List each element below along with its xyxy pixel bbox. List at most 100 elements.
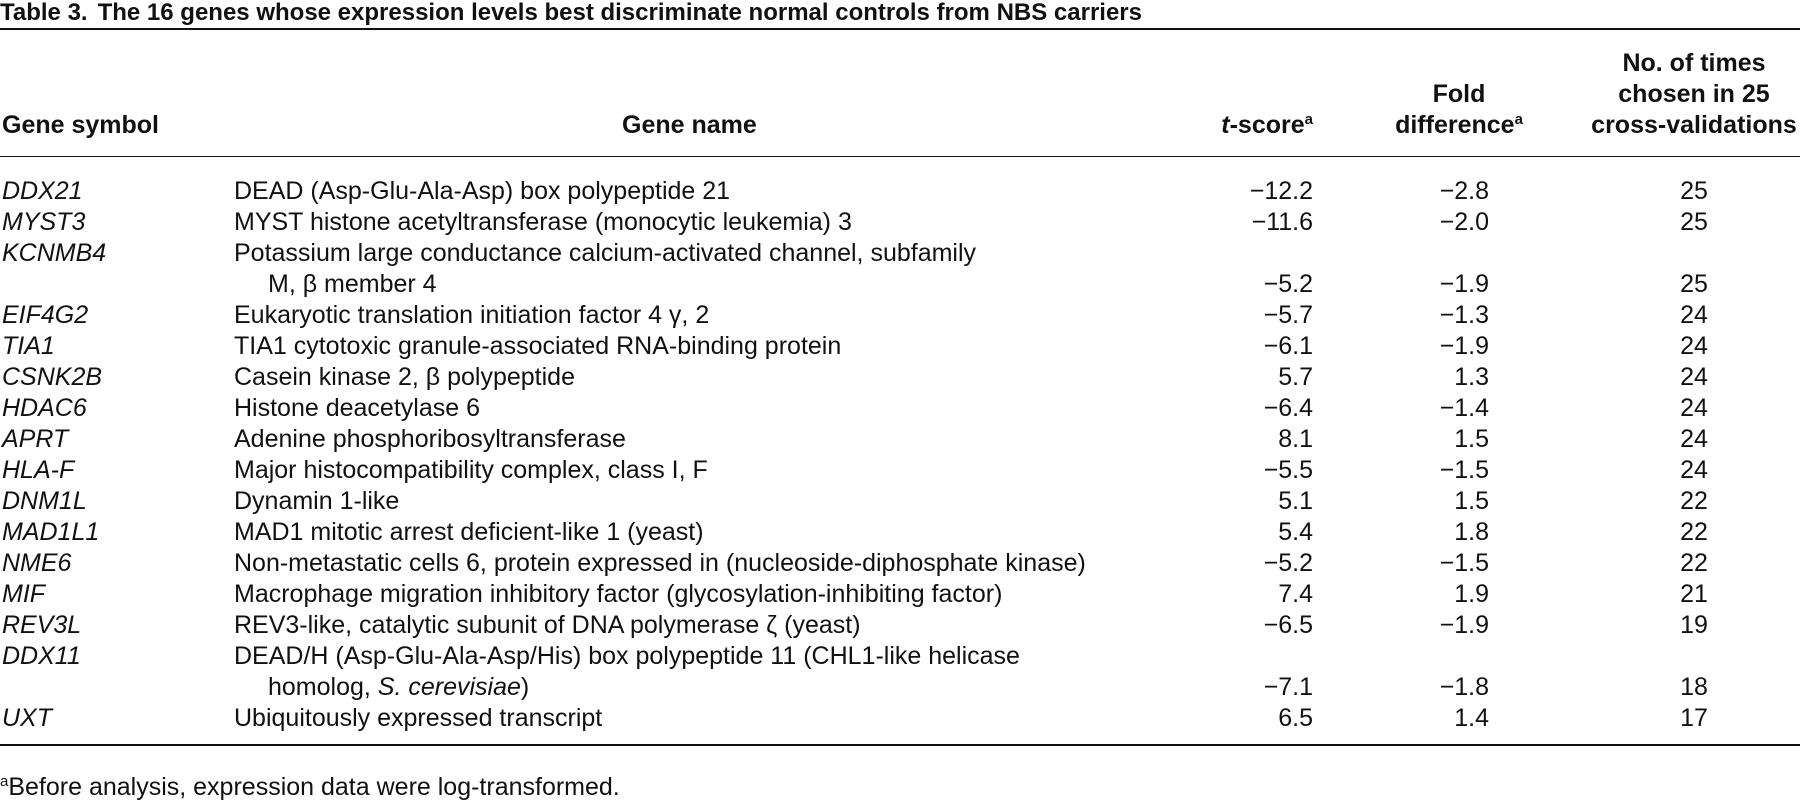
table-row: HDAC6 Histone deacetylase 6 −6.4 −1.4 24 bbox=[0, 393, 1800, 424]
gene-name-text: Non-metastatic cells 6, protein expresse… bbox=[234, 549, 1086, 577]
table-title: The 16 genes whose expression levels bes… bbox=[97, 0, 1142, 26]
gene-name: TIA1 cytotoxic granule-associated RNA-bi… bbox=[234, 331, 841, 362]
gene-name-text: Potassium large conductance calcium-acti… bbox=[234, 239, 977, 267]
gene-name-text: DEAD/H (Asp-Glu-Ala-Asp/His) box polypep… bbox=[234, 642, 1020, 670]
gene-name: Dynamin 1-like bbox=[234, 486, 399, 517]
fold-difference: 1.9 bbox=[1454, 580, 1489, 608]
gene-symbol: APRT bbox=[2, 425, 69, 453]
gene-name-continuation: homolog, S. cerevisiae) bbox=[268, 673, 530, 701]
gene-name-text: Casein kinase 2, β polypeptide bbox=[234, 363, 575, 391]
gene-name: Adenine phosphoribosyltransferase bbox=[234, 424, 626, 455]
table-footnote: aBefore analysis, expression data were l… bbox=[0, 773, 620, 801]
times-chosen: 18 bbox=[1680, 673, 1708, 701]
gene-name: MAD1 mitotic arrest deficient-like 1 (ye… bbox=[234, 517, 704, 548]
gene-symbol: MIF bbox=[2, 580, 46, 608]
gene-symbol: UXT bbox=[2, 704, 52, 732]
times-chosen: 25 bbox=[1680, 270, 1708, 298]
fold-difference: −1.5 bbox=[1439, 549, 1489, 577]
table-row: TIA1 TIA1 cytotoxic granule-associated RN… bbox=[0, 331, 1800, 362]
header-gene-symbol: Gene symbol bbox=[2, 111, 159, 139]
gene-symbol: MYST3 bbox=[2, 208, 86, 236]
header-times-chosen: No. of times chosen in 25 cross-validati… bbox=[1591, 49, 1797, 139]
gene-symbol: DNM1L bbox=[2, 487, 87, 515]
gene-symbol: MAD1L1 bbox=[2, 518, 100, 546]
table-row: UXT Ubiquitously expressed transcript 6.5 1… bbox=[0, 703, 1800, 734]
table-row: HLA-F Major histocompatibility complex, c… bbox=[0, 455, 1800, 486]
header-gene-name: Gene name bbox=[622, 111, 757, 139]
gene-name-text: Eukaryotic translation initiation factor… bbox=[234, 301, 710, 329]
table-row: REV3L REV3-like, catalytic subunit of DNA… bbox=[0, 610, 1800, 641]
times-chosen: 24 bbox=[1680, 363, 1708, 391]
gene-name: MYST histone acetyltransferase (monocyti… bbox=[234, 207, 852, 238]
fold-difference: −1.9 bbox=[1439, 611, 1489, 639]
header-fold-difference: Fold differencea bbox=[1395, 80, 1523, 139]
gene-symbol: TIA1 bbox=[2, 332, 55, 360]
t-score: −11.6 bbox=[1251, 208, 1313, 236]
gene-symbol: DDX11 bbox=[2, 642, 81, 670]
gene-name-text: REV3-like, catalytic subunit of DNA poly… bbox=[234, 611, 861, 639]
t-score: −5.2 bbox=[1263, 270, 1313, 298]
times-chosen: 17 bbox=[1680, 704, 1708, 732]
times-chosen: 25 bbox=[1680, 208, 1708, 236]
times-chosen: 24 bbox=[1680, 332, 1708, 360]
t-score: 6.5 bbox=[1278, 704, 1313, 732]
fold-difference: 1.5 bbox=[1454, 425, 1489, 453]
t-score: −5.5 bbox=[1263, 456, 1313, 484]
gene-name: Macrophage migration inhibitory factor (… bbox=[234, 579, 1002, 610]
table-row: MYST3 MYST histone acetyltransferase (mon… bbox=[0, 207, 1800, 238]
header-t-score: t-scorea bbox=[1221, 111, 1313, 139]
times-chosen: 24 bbox=[1680, 301, 1708, 329]
fold-difference: 1.3 bbox=[1454, 363, 1489, 391]
gene-name-text: Macrophage migration inhibitory factor (… bbox=[234, 580, 1003, 608]
table-row: DNM1L Dynamin 1-like 5.1 1.5 22 bbox=[0, 486, 1800, 517]
gene-name-text: Ubiquitously expressed transcript bbox=[234, 704, 603, 732]
t-score: −6.5 bbox=[1263, 611, 1313, 639]
table-row: NME6 Non-metastatic cells 6, protein expr… bbox=[0, 548, 1800, 579]
fold-difference: −1.8 bbox=[1439, 673, 1489, 701]
gene-name-text: TIA1 cytotoxic granule-associated RNA-bi… bbox=[234, 332, 842, 360]
gene-name-continuation: M, β member 4 bbox=[268, 270, 437, 298]
table-row: MAD1L1 MAD1 mitotic arrest deficient-like… bbox=[0, 517, 1800, 548]
fold-difference: −1.9 bbox=[1439, 270, 1489, 298]
gene-symbol: KCNMB4 bbox=[2, 239, 107, 267]
table-row: DDX21 DEAD (Asp-Glu-Ala-Asp) box polypept… bbox=[0, 176, 1800, 207]
fold-difference: 1.8 bbox=[1454, 518, 1489, 546]
table-row: CSNK2B Casein kinase 2, β polypeptide 5.7 1… bbox=[0, 362, 1800, 393]
table-label: Table 3. bbox=[0, 0, 88, 26]
t-score: 7.4 bbox=[1278, 580, 1313, 608]
t-score: −5.7 bbox=[1263, 301, 1313, 329]
gene-name: Major histocompatibility complex, class … bbox=[234, 455, 708, 486]
gene-symbol: DDX21 bbox=[2, 177, 83, 205]
gene-name-text: Histone deacetylase 6 bbox=[234, 394, 480, 422]
table-row: KCNMB4 Potassium large conductance calciu… bbox=[0, 238, 1800, 300]
times-chosen: 22 bbox=[1680, 518, 1708, 546]
gene-name: Eukaryotic translation initiation factor… bbox=[234, 300, 709, 331]
t-score: 8.1 bbox=[1278, 425, 1313, 453]
gene-name: Ubiquitously expressed transcript bbox=[234, 703, 602, 734]
times-chosen: 21 bbox=[1680, 580, 1708, 608]
gene-symbol: NME6 bbox=[2, 549, 72, 577]
fold-difference: −1.3 bbox=[1439, 301, 1489, 329]
gene-name-text: Major histocompatibility complex, class … bbox=[234, 456, 708, 484]
times-chosen: 24 bbox=[1680, 394, 1708, 422]
times-chosen: 25 bbox=[1680, 177, 1708, 205]
times-chosen: 22 bbox=[1680, 549, 1708, 577]
t-score: 5.7 bbox=[1278, 363, 1313, 391]
gene-name-text: MAD1 mitotic arrest deficient-like 1 (ye… bbox=[234, 518, 704, 546]
gene-symbol: CSNK2B bbox=[2, 363, 103, 391]
header-rule bbox=[0, 156, 1800, 157]
t-score: −12.2 bbox=[1249, 177, 1313, 205]
gene-name: REV3-like, catalytic subunit of DNA poly… bbox=[234, 610, 861, 641]
fold-difference: −1.4 bbox=[1439, 394, 1489, 422]
gene-name: Casein kinase 2, β polypeptide bbox=[234, 362, 575, 393]
gene-name: DEAD/H (Asp-Glu-Ala-Asp/His) box polypep… bbox=[234, 641, 1020, 703]
times-chosen: 24 bbox=[1680, 456, 1708, 484]
gene-name: Non-metastatic cells 6, protein expresse… bbox=[234, 548, 1086, 579]
t-score: 5.4 bbox=[1278, 518, 1313, 546]
gene-name: Potassium large conductance calcium-acti… bbox=[234, 238, 976, 300]
times-chosen: 22 bbox=[1680, 487, 1708, 515]
gene-name: DEAD (Asp-Glu-Ala-Asp) box polypeptide 2… bbox=[234, 176, 730, 207]
gene-symbol: HDAC6 bbox=[2, 394, 87, 422]
table-row: EIF4G2 Eukaryotic translation initiation … bbox=[0, 300, 1800, 331]
t-score: −6.1 bbox=[1263, 332, 1313, 360]
